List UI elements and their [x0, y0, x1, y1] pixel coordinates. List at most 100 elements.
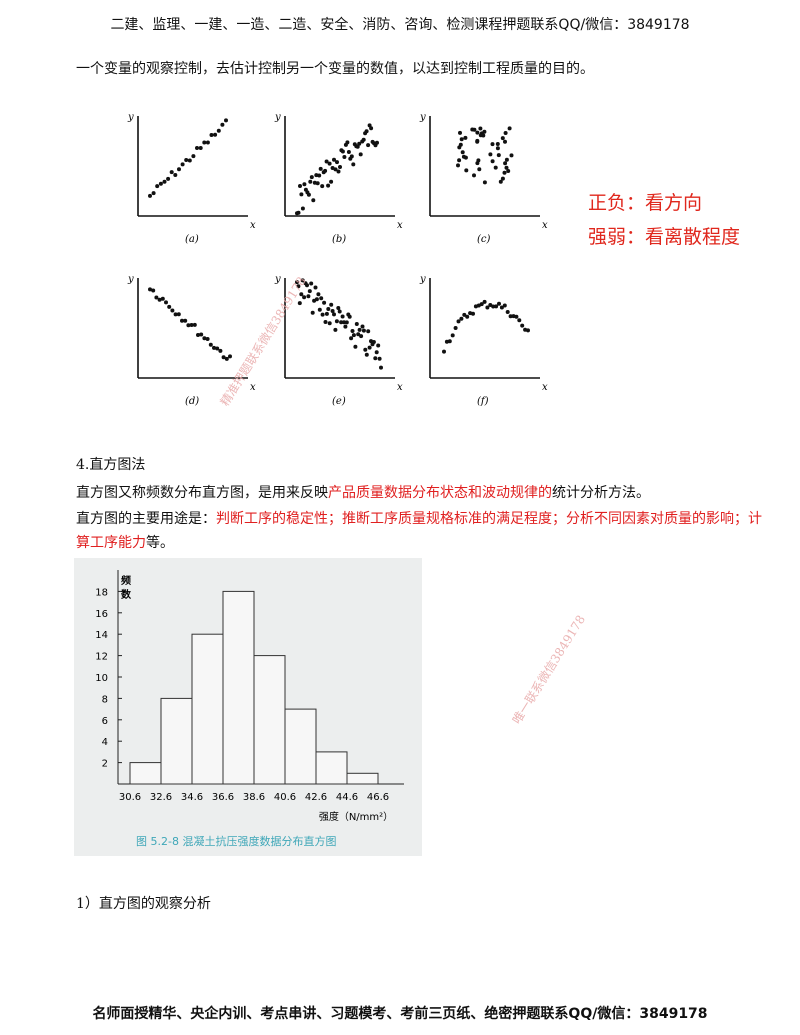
figure-caption: 图 5.2-8 混凝土抗压强度数据分布直方图 [136, 834, 336, 848]
histogram-bar [222, 590, 255, 785]
scatter-point [220, 122, 225, 127]
scatter-point [371, 340, 376, 344]
scatter-point [351, 162, 356, 167]
scatter-point [458, 130, 462, 135]
scatter-point [503, 161, 508, 166]
scatter-point [316, 292, 321, 297]
scatter-point [502, 303, 507, 308]
scatter-point [299, 292, 304, 297]
y-tick-label: 14 [95, 630, 108, 641]
scatter-point [349, 154, 354, 159]
scatter-point [318, 166, 323, 171]
scatter-point [464, 168, 469, 173]
scatter-point [456, 319, 461, 324]
histogram-definition: 直方图又称频数分布直方图，是用来反映产品质量数据分布状态和波动规律的统计分析方法… [76, 482, 650, 502]
scatter-point [297, 301, 302, 306]
uses-highlight-1: 判断工序的稳定性；推断工序质量规格标准的满足程度；分析不同因素对质量的影响；计 [216, 511, 762, 527]
definition-suffix: 统计分析方法。 [552, 485, 650, 501]
page-footer: 名师面授精华、央企内训、考点串讲、习题模考、考前三页纸、绝密押题联系QQ/微信：… [92, 1006, 708, 1022]
scatter-point [460, 150, 465, 155]
scatter-point [504, 157, 509, 162]
scatter-point [295, 280, 299, 285]
scatter-point [306, 294, 311, 299]
scatter-point [478, 133, 483, 138]
scatter-point [337, 309, 342, 314]
x-axis-label: x [397, 220, 403, 231]
scatter-point [351, 333, 356, 338]
x-axis-label: x [397, 382, 403, 393]
scatter-point [442, 349, 446, 354]
y-axis-label: y [419, 112, 426, 123]
scatter-point [475, 130, 480, 135]
scatter-point [183, 318, 188, 323]
scatter-point [463, 135, 468, 140]
scatter-point [344, 320, 349, 325]
scatter-point [459, 137, 464, 142]
histogram-bar [253, 655, 286, 785]
scatter-point [490, 142, 495, 147]
y-axis-label: y [127, 274, 134, 285]
y-axis-title-part: 数 [121, 588, 132, 601]
scatter-point [456, 163, 460, 168]
scatter-point [336, 306, 341, 310]
scatter-point [195, 146, 199, 150]
scatter-point [517, 318, 522, 323]
scatter-point [192, 322, 197, 327]
scatter-point [151, 191, 156, 196]
scatter-point [350, 329, 355, 333]
scatter-point [339, 320, 344, 325]
scatter-point [340, 314, 345, 319]
scatter-point [308, 179, 313, 184]
scatter-point [324, 311, 329, 316]
scatter-point [459, 316, 464, 321]
scatter-point [213, 132, 218, 137]
scatter-point [526, 328, 530, 333]
scatter-point [493, 165, 498, 170]
scatter-panel-f: y x (f) [419, 274, 548, 407]
scatter-point [491, 304, 496, 309]
scatter-point [358, 152, 363, 157]
scatter-point [327, 321, 332, 326]
scatter-point [180, 162, 185, 167]
scatter-point [482, 299, 487, 304]
y-axis-label: y [127, 112, 134, 123]
scatter-point [506, 169, 511, 173]
scatter-point [361, 137, 366, 142]
scatter-point [205, 337, 210, 341]
scatter-point [332, 312, 336, 317]
scatter-point [311, 198, 316, 203]
scatter-point [173, 312, 178, 317]
scatter-point [359, 334, 364, 339]
scatter-point [323, 168, 328, 173]
scatter-point [310, 310, 315, 315]
scatter-point [476, 158, 481, 163]
scatter-point [309, 281, 314, 286]
scatter-point [313, 285, 318, 290]
scatter-point [198, 146, 203, 150]
scatter-point [450, 333, 455, 338]
scatter-point [504, 165, 509, 170]
scatter-point [495, 142, 500, 146]
scatter-point [148, 193, 152, 198]
scatter-point [374, 350, 379, 355]
histogram-bar [346, 772, 379, 785]
x-tick-label: 42.6 [305, 792, 327, 803]
scatter-point [326, 307, 331, 311]
y-axis-label: y [419, 274, 426, 285]
subheading: 1）直方图的观察分析 [76, 896, 211, 912]
scatter-point [333, 327, 338, 332]
scatter-point [212, 345, 216, 350]
scatter-point [502, 170, 507, 175]
scatter-point [184, 158, 189, 162]
y-tick-label: 2 [102, 759, 108, 770]
scatter-point [482, 180, 487, 185]
x-tick-label: 46.6 [367, 792, 389, 803]
scatter-point [375, 140, 379, 145]
scatter-point [498, 179, 503, 184]
x-tick-label: 40.6 [274, 792, 296, 803]
scatter-point [373, 356, 378, 361]
note-strength: 强弱：看离散程度 [588, 226, 741, 248]
intro-line: 一个变量的观察控制，去估计控制另一个变量的数值，以达到控制工程质量的目的。 [76, 61, 594, 77]
scatter-point [497, 301, 501, 306]
scatter-point [478, 126, 483, 131]
